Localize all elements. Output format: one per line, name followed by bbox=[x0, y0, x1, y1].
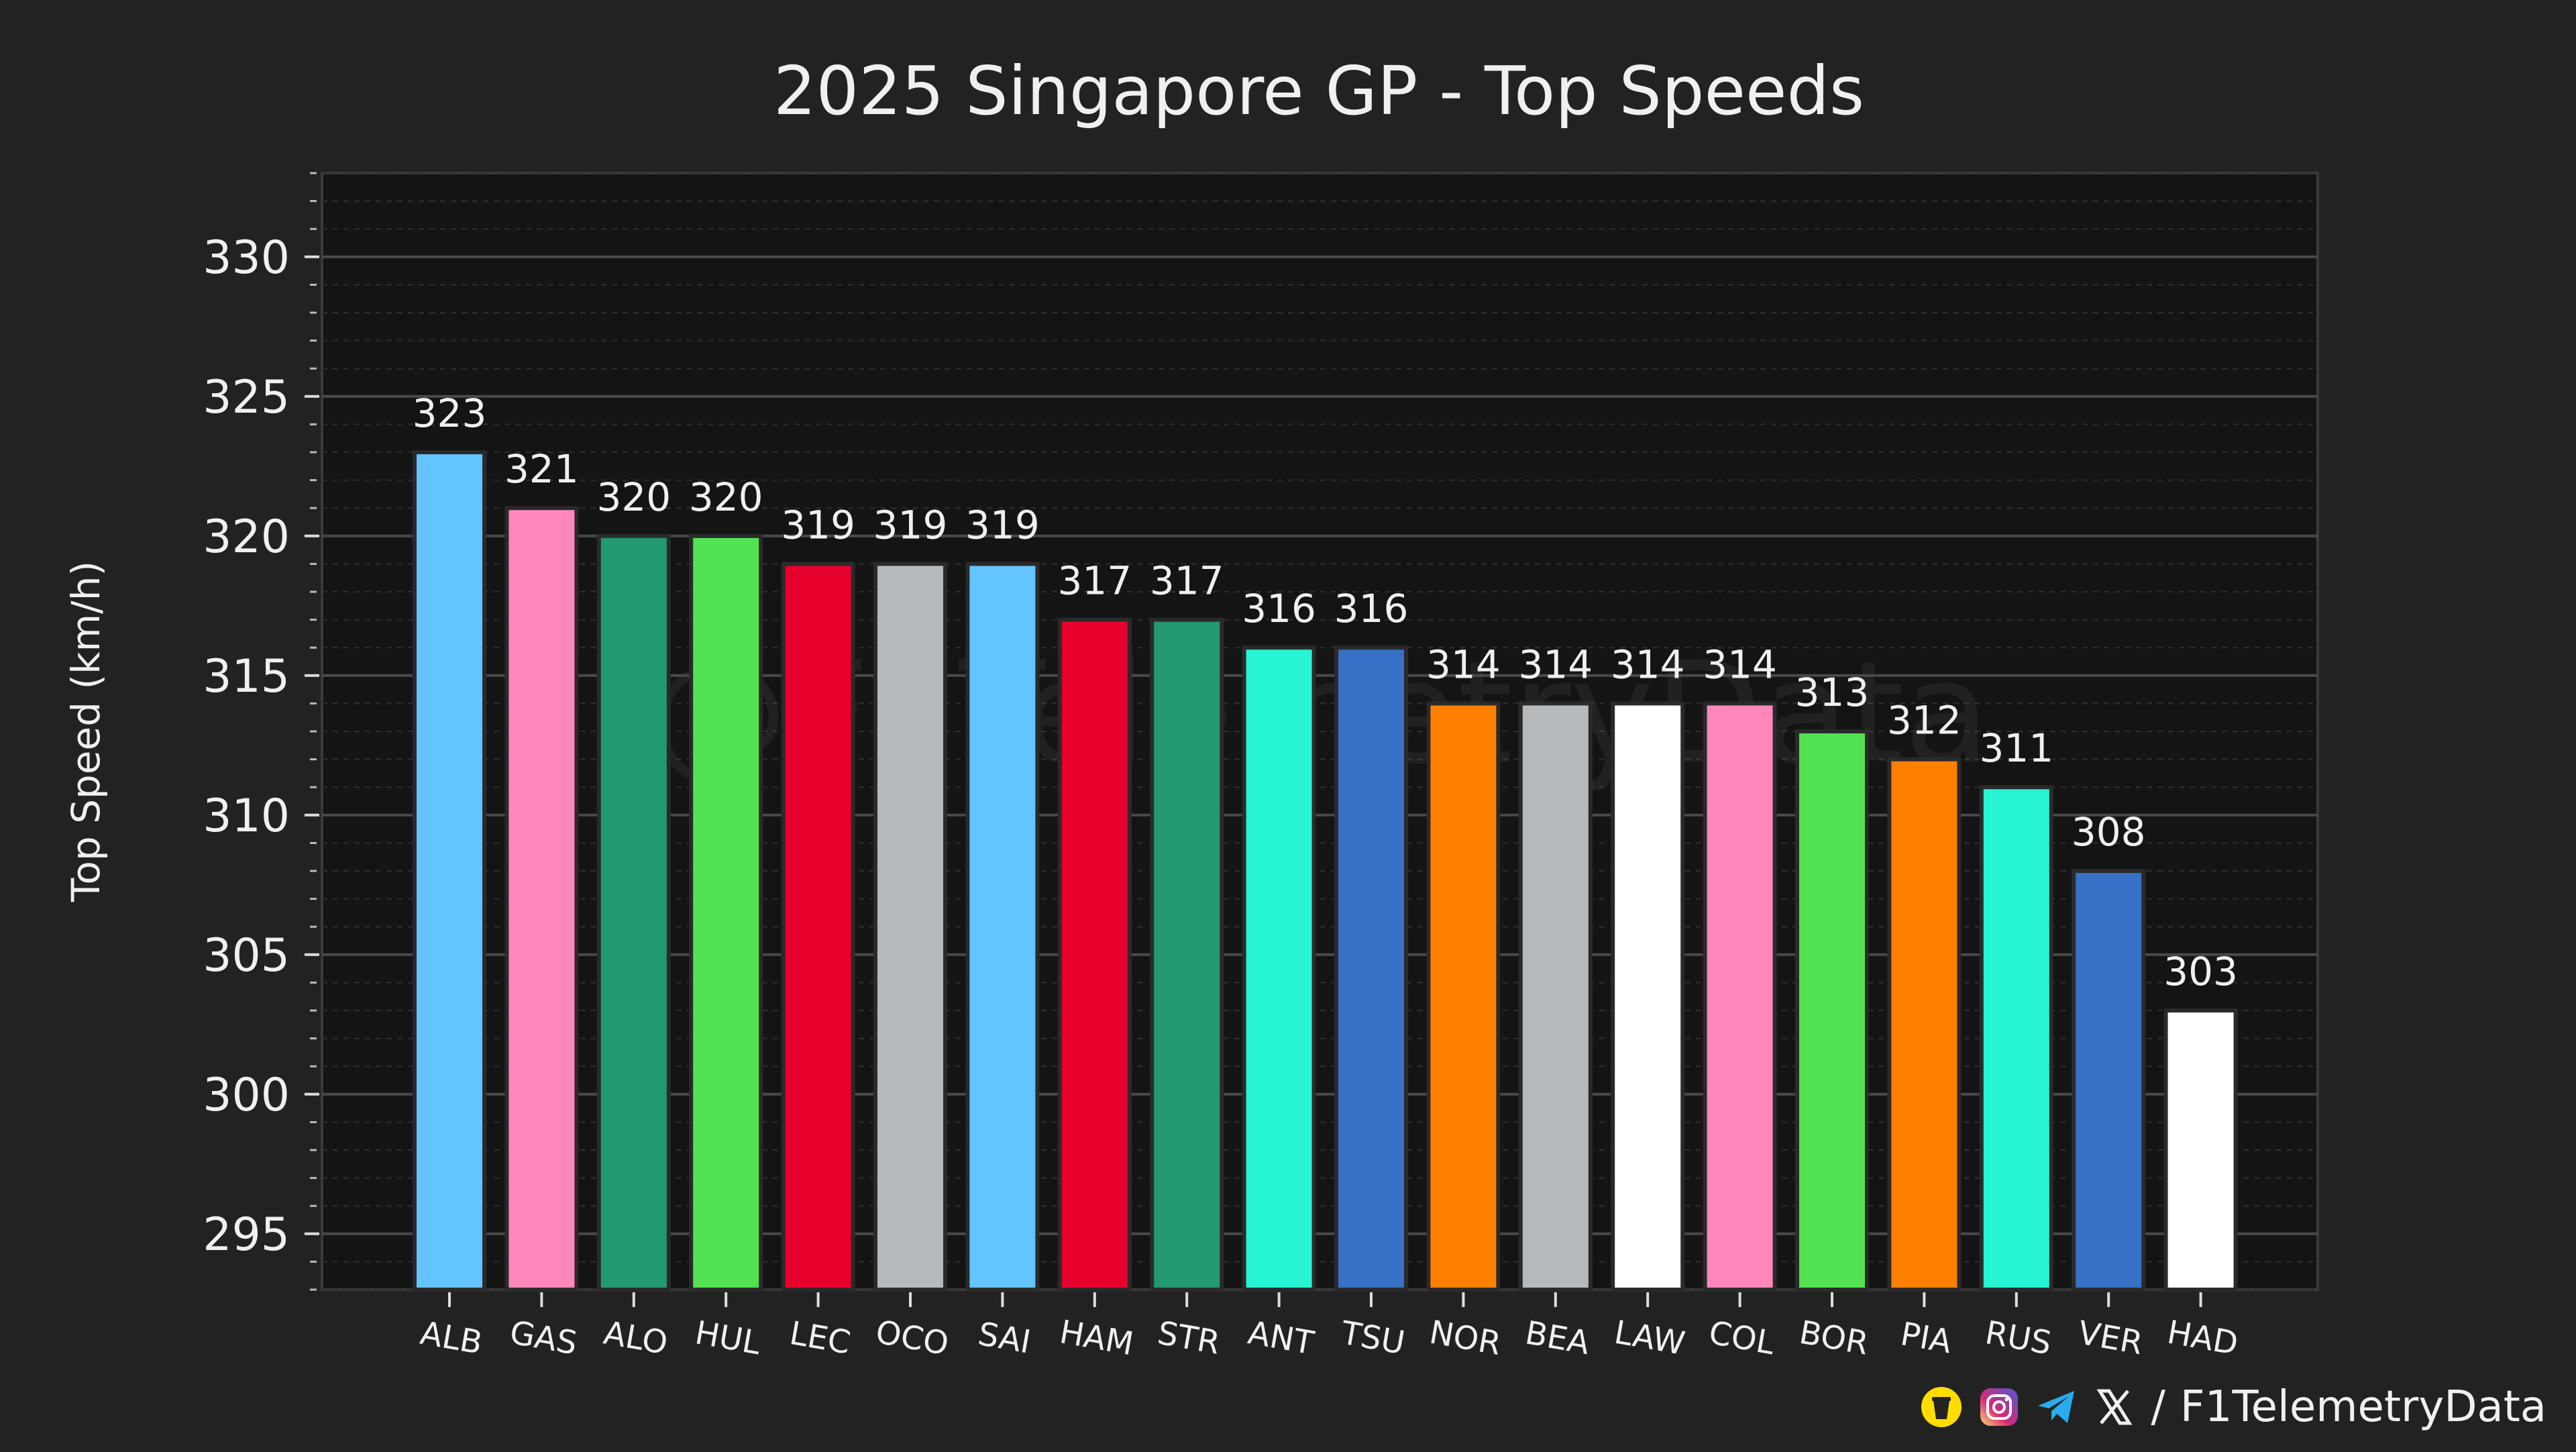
y-tick-label: 320 bbox=[203, 511, 290, 564]
x-tick-label: OCO bbox=[873, 1313, 951, 1363]
x-icon[interactable] bbox=[2093, 1386, 2136, 1429]
bar-bea[interactable] bbox=[1521, 703, 1591, 1290]
y-tick-label: 315 bbox=[203, 650, 290, 703]
x-tick-label: RUS bbox=[1982, 1314, 2054, 1362]
y-tick-label: 295 bbox=[203, 1208, 290, 1261]
data-label: 313 bbox=[1795, 670, 1870, 715]
bar-nor[interactable] bbox=[1428, 703, 1498, 1290]
x-tick-label: NOR bbox=[1427, 1313, 1504, 1363]
x-tick-label: ALB bbox=[417, 1314, 485, 1362]
footer-social: / F1TelemetryData bbox=[1920, 1377, 2546, 1437]
x-tick-label: TSU bbox=[1338, 1314, 1407, 1362]
y-tick-label: 325 bbox=[203, 371, 290, 424]
y-axis-label: Top Speed (km/h) bbox=[63, 561, 109, 902]
data-label: 323 bbox=[413, 391, 487, 436]
x-tick-label: BOR bbox=[1796, 1314, 1871, 1363]
x-tick-label: ALO bbox=[601, 1314, 671, 1362]
bar-had[interactable] bbox=[2166, 1010, 2236, 1290]
data-label: 317 bbox=[1150, 558, 1224, 604]
data-label: 319 bbox=[781, 502, 855, 548]
x-tick-label: VER bbox=[2076, 1314, 2146, 1362]
data-label: 308 bbox=[2072, 809, 2146, 855]
bar-gas[interactable] bbox=[506, 508, 576, 1290]
data-label: 321 bbox=[504, 446, 579, 492]
data-label: 303 bbox=[2163, 949, 2238, 994]
x-tick-label: HAD bbox=[2164, 1313, 2241, 1363]
x-tick-label: ANT bbox=[1245, 1314, 1317, 1362]
data-label: 316 bbox=[1334, 586, 1409, 631]
x-tick-label: PIA bbox=[1898, 1315, 1955, 1361]
y-tick-label: 300 bbox=[203, 1069, 290, 1122]
x-tick-label: SAI bbox=[975, 1315, 1034, 1361]
bar-rus[interactable] bbox=[1982, 787, 2051, 1290]
data-label: 314 bbox=[1703, 641, 1777, 687]
data-label: 314 bbox=[1518, 641, 1593, 687]
bar-oco[interactable] bbox=[875, 564, 945, 1290]
footer-separator: / bbox=[2151, 1382, 2165, 1432]
bar-alb[interactable] bbox=[415, 452, 484, 1290]
data-label: 320 bbox=[689, 474, 763, 520]
bar-lec[interactable] bbox=[784, 564, 853, 1290]
bar-ver[interactable] bbox=[2074, 871, 2143, 1290]
bar-law[interactable] bbox=[1613, 703, 1682, 1290]
bar-sai[interactable] bbox=[967, 564, 1037, 1290]
x-tick-label: LEC bbox=[787, 1314, 853, 1362]
bar-str[interactable] bbox=[1152, 620, 1222, 1290]
buymeacoffee-icon[interactable] bbox=[1920, 1386, 1963, 1429]
data-label: 317 bbox=[1057, 558, 1132, 604]
data-label: 311 bbox=[1979, 725, 2053, 771]
instagram-icon[interactable] bbox=[1978, 1386, 2021, 1429]
y-tick-label: 305 bbox=[203, 929, 290, 982]
data-label: 316 bbox=[1242, 586, 1316, 631]
bar-col[interactable] bbox=[1705, 703, 1775, 1290]
bar-alo[interactable] bbox=[599, 536, 669, 1290]
data-label: 314 bbox=[1426, 641, 1501, 687]
telegram-icon[interactable] bbox=[2035, 1386, 2078, 1429]
bar-tsu[interactable] bbox=[1336, 647, 1406, 1290]
bar-ant[interactable] bbox=[1244, 647, 1314, 1290]
bar-ham[interactable] bbox=[1060, 620, 1130, 1290]
y-tick-label: 310 bbox=[203, 790, 290, 843]
y-tick-label: 330 bbox=[203, 231, 290, 284]
footer-handle[interactable]: F1TelemetryData bbox=[2180, 1382, 2546, 1432]
data-label: 312 bbox=[1887, 698, 1962, 743]
x-tick-label: COL bbox=[1706, 1314, 1778, 1362]
data-label: 319 bbox=[965, 502, 1040, 548]
x-tick-label: HAM bbox=[1057, 1313, 1136, 1363]
bar-bor[interactable] bbox=[1797, 731, 1867, 1290]
x-tick-label: LAW bbox=[1611, 1314, 1688, 1363]
x-tick-label: HUL bbox=[692, 1314, 763, 1362]
data-label: 319 bbox=[873, 502, 948, 548]
data-label: 320 bbox=[596, 474, 671, 520]
x-tick-label: STR bbox=[1155, 1314, 1222, 1362]
x-tick-label: GAS bbox=[507, 1314, 580, 1363]
chart-title: 2025 Singapore GP - Top Speeds bbox=[773, 52, 1864, 130]
data-label: 314 bbox=[1611, 641, 1685, 687]
bar-pia[interactable] bbox=[1889, 760, 1959, 1290]
bar-hul[interactable] bbox=[691, 536, 761, 1290]
x-tick-label: BEA bbox=[1522, 1314, 1593, 1362]
